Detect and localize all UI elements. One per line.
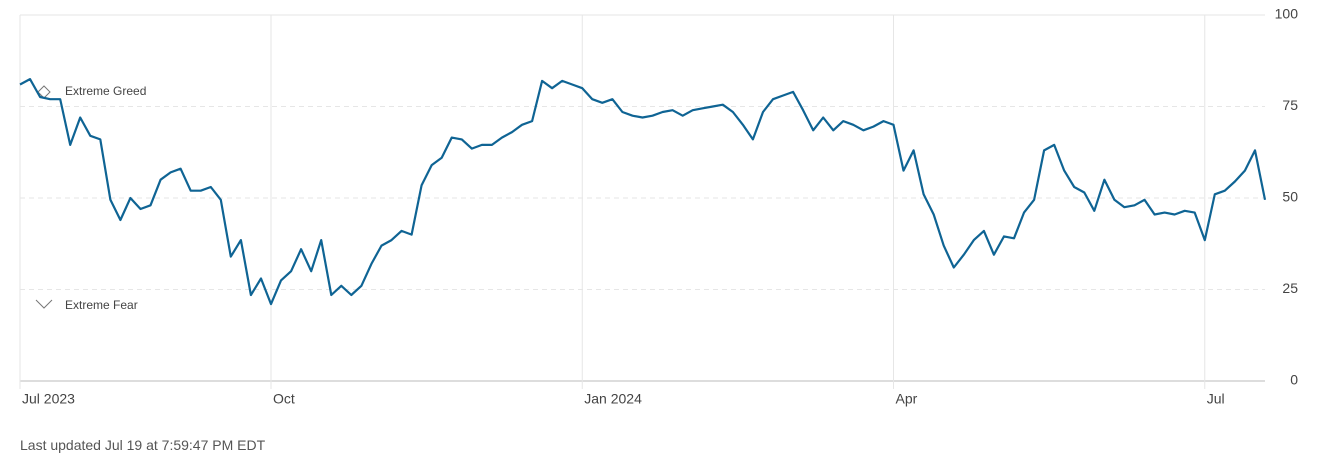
x-tick-label: Jul xyxy=(1207,391,1225,407)
fear-marker: Extreme Fear xyxy=(35,298,138,312)
x-tick-label: Oct xyxy=(273,391,295,407)
x-tick-label: Apr xyxy=(896,391,918,407)
line-series xyxy=(19,78,1267,306)
y-tick-label: 50 xyxy=(1282,189,1298,205)
annotation: Extreme Greed xyxy=(65,84,146,98)
x-tick-label: Jan 2024 xyxy=(584,391,642,407)
x-tick-label: Jul 2023 xyxy=(22,391,75,407)
diamond-icon xyxy=(37,85,51,99)
chart: Extreme Greed Extreme Fear 0 25 50 75 100 Jul… xyxy=(19,6,1299,407)
y-tick-label: 100 xyxy=(1275,6,1299,22)
greed-marker: Extreme Greed xyxy=(37,84,146,99)
annotation: Extreme Fear xyxy=(65,298,138,312)
y-tick-label: 75 xyxy=(1282,97,1298,113)
chevron-icon xyxy=(35,299,53,309)
y-tick-label: 0 xyxy=(1290,372,1298,388)
y-tick-label: 25 xyxy=(1282,280,1298,296)
footer: Last updated Jul 19 at 7:59:47 PM EDT xyxy=(20,437,266,453)
